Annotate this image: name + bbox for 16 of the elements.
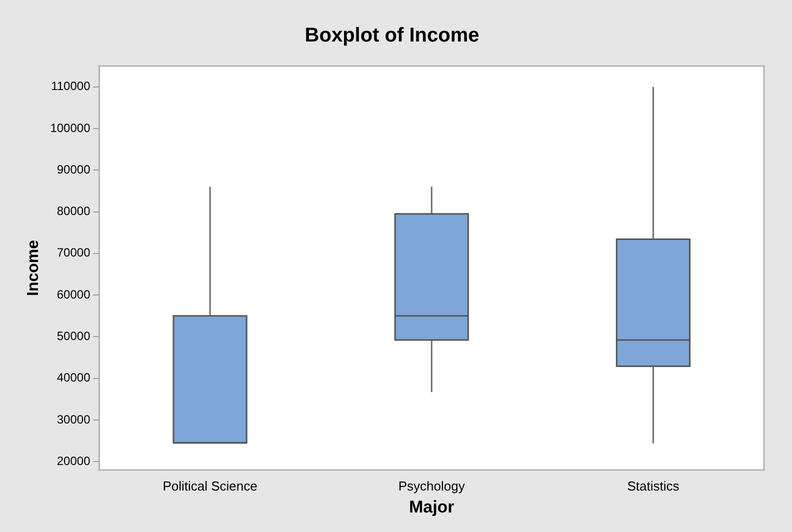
x-tick-label: Political Science <box>162 478 258 494</box>
y-tick-label: 80000 <box>56 204 91 218</box>
y-tick-label: 30000 <box>56 412 91 426</box>
y-tick-label: 40000 <box>56 370 91 385</box>
y-tick-label: 110000 <box>51 79 91 94</box>
y-tick-label: 90000 <box>56 162 91 176</box>
y-tick-label: 50000 <box>56 329 91 344</box>
y-tick-label: 100000 <box>50 120 91 135</box>
y-tick-label: 20000 <box>56 454 91 468</box>
x-tick-label: Statistics <box>627 478 680 494</box>
y-tick-label: 70000 <box>56 246 91 260</box>
y-axis-title: Income <box>25 240 42 296</box>
y-tick-label: 60000 <box>56 287 91 302</box>
x-axis-title: Major <box>408 497 455 516</box>
chart-title: Boxplot of Income <box>304 24 480 47</box>
x-tick-label: Psychology <box>398 478 466 494</box>
